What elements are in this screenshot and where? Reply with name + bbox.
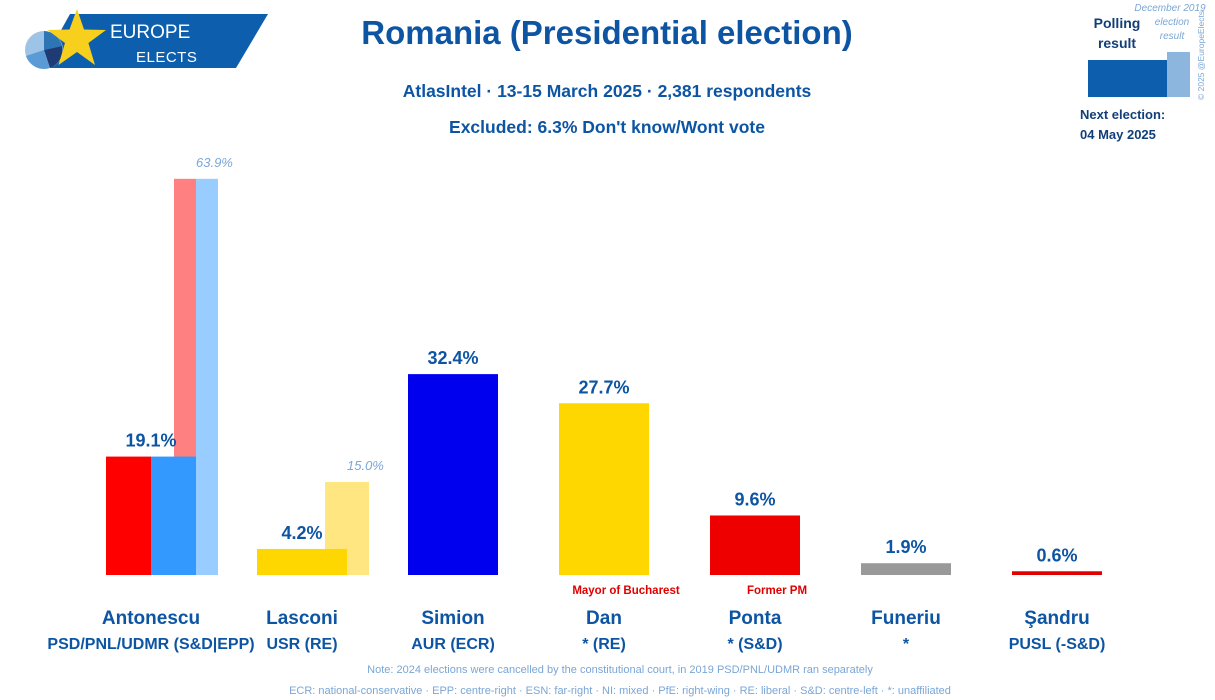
legend-polling-label: result <box>1098 35 1136 51</box>
polling-value-label-dan: 27.7% <box>578 377 629 397</box>
logo-text-elects: ELECTS <box>136 49 197 66</box>
legend: Polling result December 2019 election re… <box>1080 3 1206 142</box>
logo-pie-slice <box>44 46 63 68</box>
candidate-ponta: 9.6% Former PM Ponta * (S&D) <box>710 489 807 653</box>
polling-bar-ponta <box>710 515 800 575</box>
party-label-ponta: * (S&D) <box>727 636 782 653</box>
logo-banner <box>40 14 268 68</box>
polling-value-label-ponta: 9.6% <box>734 489 775 509</box>
polling-value-label-antonescu: 19.1% <box>125 431 176 451</box>
europe-elects-logo: EUROPE ELECTS <box>25 9 268 69</box>
party-label-dan: * (RE) <box>582 636 626 653</box>
party-label-simion: AUR (ECR) <box>411 636 495 653</box>
polling-value-label-lasconi: 4.2% <box>281 523 322 543</box>
candidate-name-lasconi: Lasconi <box>266 608 338 629</box>
pie-chart-icon <box>25 31 63 69</box>
bars-layer: 63.9% 19.1% Antonescu PSD/PNL/UDMR (S&D|EPP… <box>47 155 1105 653</box>
candidate-name-ponta: Ponta <box>729 608 782 629</box>
candidate-sandru: 0.6% Şandru PUSL (-S&D) <box>1009 545 1106 653</box>
legend-previous-label: result <box>1160 31 1186 42</box>
star-icon <box>47 9 106 65</box>
polling-bar-dan <box>559 403 649 575</box>
party-label-antonescu: PSD/PNL/UDMR (S&D|EPP) <box>47 636 254 653</box>
polling-value-label-sandru: 0.6% <box>1036 545 1077 565</box>
legend-polling-label: Polling <box>1094 15 1141 31</box>
candidate-name-funeriu: Funeriu <box>871 608 941 629</box>
candidate-name-antonescu: Antonescu <box>102 608 200 629</box>
legend-previous-label: December 2019 <box>1134 3 1206 14</box>
footer-party-legend: ECR: national-conservative · EPP: centre… <box>289 685 951 697</box>
polling-bar-sandru <box>1012 571 1102 575</box>
polling-bar-lasconi <box>257 548 347 575</box>
party-label-lasconi: USR (RE) <box>266 636 337 653</box>
party-label-sandru: PUSL (-S&D) <box>1009 636 1106 653</box>
previous-result-label-antonescu: 63.9% <box>196 155 233 170</box>
candidate-name-simion: Simion <box>421 608 484 629</box>
logo-pie-slice <box>44 31 62 50</box>
polling-value-label-simion: 32.4% <box>427 348 478 368</box>
polling-bar-simion <box>408 374 498 575</box>
previous-result-label-lasconi: 15.0% <box>347 458 384 473</box>
footer-note: Note: 2024 elections were cancelled by t… <box>367 664 873 676</box>
polling-bar-antonescu <box>106 456 151 575</box>
next-election-date: 04 May 2025 <box>1080 127 1156 142</box>
candidate-dan: 27.7% Mayor of Bucharest Dan * (RE) <box>559 377 680 653</box>
excluded-note: Excluded: 6.3% Don't know/Wont vote <box>449 117 765 137</box>
chart-subtitle: AtlasIntel · 13-15 March 2025 · 2,381 re… <box>403 81 812 101</box>
annotation-dan: Mayor of Bucharest <box>572 585 680 597</box>
logo-pie-slice <box>26 50 50 69</box>
legend-previous-swatch <box>1167 52 1190 97</box>
candidate-simion: 32.4% Simion AUR (ECR) <box>408 348 498 653</box>
candidate-name-sandru: Şandru <box>1024 608 1089 629</box>
legend-polling-swatch <box>1088 60 1167 97</box>
polling-bar-funeriu <box>861 563 951 575</box>
next-election-label: Next election: <box>1080 107 1165 122</box>
chart-title: Romania (Presidential election) <box>361 14 852 51</box>
polling-value-label-funeriu: 1.9% <box>885 537 926 557</box>
copyright: © 2025 @EuropeElects <box>1196 11 1206 100</box>
candidate-lasconi: 15.0% 4.2% Lasconi USR (RE) <box>257 458 384 653</box>
logo-text-europe: EUROPE <box>110 22 190 43</box>
party-label-funeriu: * <box>903 636 910 653</box>
legend-previous-label: election <box>1155 17 1190 28</box>
candidate-funeriu: 1.9% Funeriu * <box>861 537 951 653</box>
annotation-ponta: Former PM <box>747 585 807 597</box>
polling-bar-antonescu <box>151 456 196 575</box>
candidate-antonescu: 63.9% 19.1% Antonescu PSD/PNL/UDMR (S&D|EPP… <box>47 155 254 653</box>
candidate-name-dan: Dan <box>586 608 622 629</box>
previous-result-bar-antonescu <box>196 178 218 575</box>
